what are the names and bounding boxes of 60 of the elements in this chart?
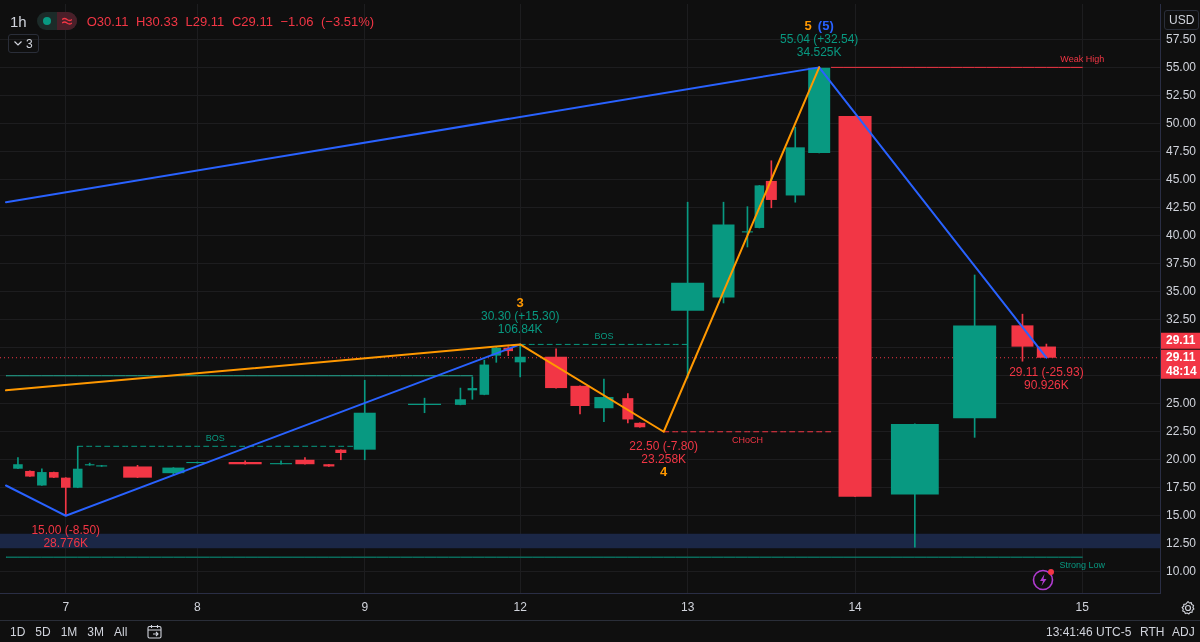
text: All [114, 625, 128, 639]
ref-line-label: 29.11 [1166, 350, 1196, 365]
annotation: 22.50 (-7.80) [629, 439, 699, 454]
y-tick-label: 10.00 [1166, 564, 1197, 579]
text: RTH [1140, 625, 1165, 639]
x-tick-label: 9 [361, 599, 369, 614]
text: 29.11 [1166, 333, 1196, 348]
y-tick-label: 17.50 [1166, 480, 1197, 495]
y-tick-label: 12.50 [1166, 536, 1197, 551]
text: ADJ [1172, 625, 1195, 639]
text: 1M [60, 625, 78, 639]
currency-button: USD [1164, 10, 1200, 30]
y-tick-label: 47.50 [1166, 144, 1197, 159]
text: 3M [87, 625, 105, 639]
annotation: 30.30 (+15.30) [481, 308, 560, 323]
y-tick-label: 35.00 [1166, 284, 1197, 299]
y-tick-label: 42.50 [1166, 200, 1197, 215]
y-tick-label: 50.00 [1166, 116, 1197, 131]
y-tick-label: 32.50 [1166, 312, 1197, 327]
annotation: 90.926K [1024, 378, 1069, 393]
y-tick-label: 15.00 [1166, 508, 1197, 523]
annotation: 29.11 (-25.93) [1009, 365, 1084, 380]
text: 13:41:46 UTC-5 [1046, 625, 1132, 639]
annotation: 3 [516, 294, 524, 310]
series-label: BOS [205, 433, 225, 444]
y-tick-label: 25.00 [1166, 396, 1197, 411]
y-tick-label: 40.00 [1166, 228, 1197, 243]
collapse-button: 3 [8, 34, 39, 53]
text: 1h [10, 12, 27, 30]
annotation: 4 [660, 464, 669, 480]
x-tick-label: 8 [193, 599, 201, 614]
y-tick-label: 52.50 [1166, 88, 1197, 103]
series-label: Weak High [1060, 54, 1105, 65]
text: 48:14 [1166, 364, 1198, 379]
series-label: Strong Low [1059, 560, 1106, 571]
annotation: (5) [817, 17, 834, 33]
y-tick-label: 57.50 [1166, 32, 1197, 47]
annotation: 55.04 (+32.54) [779, 31, 859, 46]
x-tick-label: 7 [62, 599, 70, 614]
annotation: 15.00 (-8.50) [31, 523, 101, 538]
x-tick-label: 14 [848, 599, 863, 614]
y-tick-label: 22.50 [1166, 424, 1197, 439]
annotation: 34.525K [796, 44, 842, 59]
series-label: BOS [594, 331, 614, 342]
y-tick-label: 37.50 [1166, 256, 1197, 271]
annotation: 5 [804, 17, 812, 33]
series-label: CHoCH [731, 434, 763, 445]
x-tick-label: 12 [513, 599, 528, 614]
y-tick-label: 55.00 [1166, 60, 1197, 75]
text: O30.11 H30.33 L29.11 C29.11 −1.06 (−3.51%) [86, 13, 375, 29]
text: 5D [35, 625, 51, 639]
annotation: 28.776K [43, 536, 89, 551]
text: 1D [10, 625, 26, 639]
x-tick-label: 13 [680, 599, 695, 614]
annotation: 106.84K [497, 321, 543, 336]
annotation: 23.258K [641, 452, 687, 467]
y-tick-label: 20.00 [1166, 452, 1197, 467]
x-tick-label: 15 [1075, 599, 1090, 614]
annotation: 3 [26, 36, 33, 51]
y-tick-label: 45.00 [1166, 172, 1197, 187]
